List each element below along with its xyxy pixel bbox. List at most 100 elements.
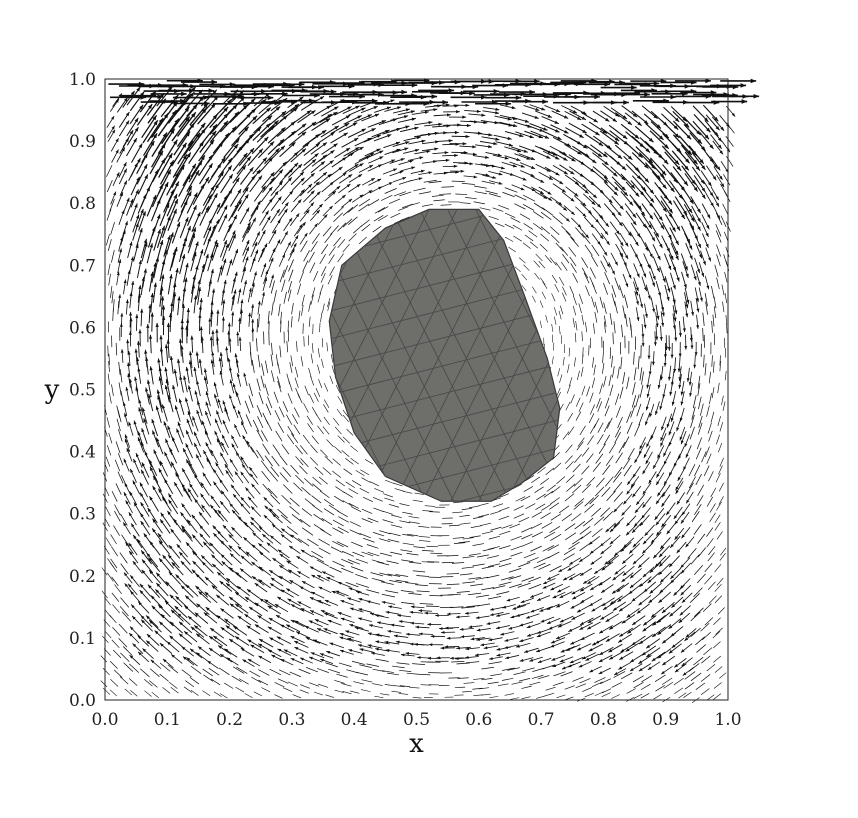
velocity-arrow	[371, 559, 384, 564]
velocity-arrow	[213, 691, 222, 697]
velocity-arrowhead	[146, 615, 150, 620]
velocity-arrow	[531, 674, 544, 679]
velocity-arrow	[361, 223, 371, 232]
velocity-arrow	[367, 517, 379, 523]
velocity-arrow	[619, 386, 624, 399]
velocity-arrow	[433, 199, 445, 202]
velocity-arrow	[389, 579, 402, 584]
velocity-arrow	[270, 354, 274, 367]
velocity-arrowhead	[507, 136, 512, 140]
velocity-arrowhead	[591, 608, 596, 612]
velocity-arrow	[323, 404, 329, 413]
velocity-arrowhead	[647, 295, 651, 300]
velocity-arrowhead	[243, 152, 248, 158]
velocity-arrowhead	[168, 545, 173, 549]
velocity-arrow	[329, 266, 335, 276]
velocity-arrowhead	[555, 172, 560, 176]
velocity-arrowhead	[194, 442, 198, 447]
velocity-arrowhead	[547, 114, 552, 118]
velocity-arrowhead	[508, 626, 513, 630]
velocity-arrowhead	[258, 579, 263, 583]
velocity-arrowhead	[361, 128, 366, 133]
velocity-arrow	[618, 441, 626, 454]
velocity-arrow	[203, 674, 214, 682]
velocity-arrowhead	[156, 437, 160, 442]
velocity-arrow	[119, 676, 129, 685]
velocity-arrowhead	[203, 368, 207, 373]
velocity-arrowhead	[141, 619, 145, 624]
velocity-arrowhead	[221, 490, 225, 495]
velocity-arrow	[121, 474, 128, 488]
velocity-arrowhead	[618, 666, 623, 670]
velocity-arrow	[462, 556, 475, 559]
velocity-arrowhead	[269, 570, 273, 574]
velocity-arrowhead	[670, 94, 677, 100]
velocity-arrowhead	[667, 288, 671, 293]
velocity-arrow	[570, 263, 577, 273]
velocity-arrowhead	[462, 115, 467, 119]
velocity-arrowhead	[548, 197, 553, 201]
velocity-arrow	[346, 669, 359, 674]
velocity-arrowhead	[222, 400, 226, 405]
velocity-arrowhead	[614, 571, 619, 575]
velocity-arrowhead	[661, 322, 665, 327]
velocity-arrow	[322, 303, 325, 313]
velocity-arrowhead	[254, 602, 259, 607]
velocity-arrowhead	[169, 635, 174, 640]
velocity-arrowhead	[203, 541, 207, 546]
velocity-arrowhead	[140, 615, 145, 620]
velocity-arrowhead	[300, 657, 304, 661]
velocity-arrow	[283, 291, 287, 304]
velocity-arrow	[490, 510, 501, 515]
velocity-arrowhead	[288, 569, 292, 573]
velocity-arrowhead	[592, 159, 597, 164]
velocity-arrow	[290, 433, 299, 443]
velocity-arrow	[454, 686, 466, 688]
velocity-arrow	[535, 253, 543, 262]
velocity-arrowhead	[526, 633, 531, 637]
velocity-arrowhead	[619, 633, 624, 637]
velocity-arrowhead	[227, 165, 232, 171]
velocity-arrow	[361, 518, 373, 524]
velocity-arrowhead	[245, 207, 250, 212]
velocity-arrowhead	[220, 501, 224, 505]
velocity-arrowhead	[645, 247, 649, 252]
velocity-arrow	[555, 261, 562, 271]
velocity-arrowhead	[649, 569, 654, 573]
velocity-arrowhead	[211, 79, 218, 85]
velocity-field	[100, 78, 760, 703]
velocity-arrowhead	[308, 620, 313, 624]
velocity-arrow	[295, 387, 300, 399]
velocity-arrowhead	[213, 469, 217, 473]
velocity-arrowhead	[129, 626, 134, 631]
velocity-arrow	[327, 297, 331, 308]
velocity-arrowhead	[237, 615, 242, 620]
velocity-arrowhead	[124, 583, 128, 587]
velocity-arrowhead	[662, 394, 666, 399]
velocity-arrowhead	[592, 642, 596, 646]
velocity-arrow	[388, 503, 400, 508]
velocity-arrowhead	[155, 589, 160, 594]
velocity-arrow	[309, 457, 319, 466]
velocity-arrow	[202, 668, 214, 677]
velocity-arrowhead	[369, 165, 374, 169]
velocity-arrow	[120, 563, 129, 575]
velocity-arrow	[479, 207, 491, 211]
velocity-arrow	[288, 269, 294, 282]
velocity-arrowhead	[643, 540, 647, 545]
velocity-arrow	[514, 194, 527, 201]
velocity-arrow	[310, 294, 314, 305]
velocity-arrowhead	[639, 450, 642, 455]
velocity-arrowhead	[472, 145, 477, 149]
velocity-arrowhead	[268, 186, 273, 192]
velocity-arrowhead	[175, 268, 179, 273]
velocity-arrowhead	[170, 301, 174, 307]
velocity-arrow	[551, 323, 554, 332]
velocity-arrowhead	[252, 532, 257, 536]
velocity-arrow	[348, 233, 357, 242]
velocity-arrow	[359, 664, 372, 668]
velocity-arrow	[509, 583, 523, 589]
velocity-arrowhead	[648, 158, 653, 164]
velocity-arrowhead	[603, 606, 607, 610]
velocity-arrowhead	[257, 300, 261, 305]
